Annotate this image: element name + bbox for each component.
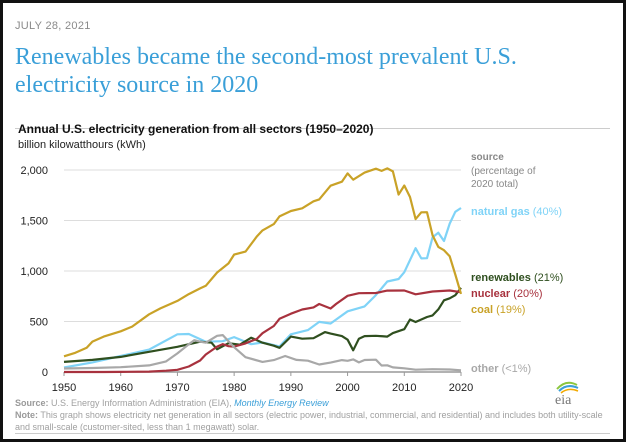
legend-name: coal	[471, 304, 496, 316]
x-tick-label: 1960	[108, 382, 132, 394]
legend-entry-nuclear: nuclear (20%)	[471, 288, 543, 300]
legend-name: nuclear	[471, 288, 513, 300]
legend-share: (20%)	[513, 288, 542, 300]
chart-units: billion kilowatthours (kWh)	[18, 139, 146, 151]
chart-title: Annual U.S. electricity generation from …	[18, 122, 374, 136]
eia-logo: eia	[551, 377, 581, 410]
svg-text:eia: eia	[555, 393, 572, 405]
legend-entry-other: other (<1%)	[471, 363, 531, 375]
series-line-coal	[63, 167, 463, 358]
y-tick-label: 1,500	[20, 216, 48, 228]
x-tick-label: 1980	[222, 382, 246, 394]
legend-entry-coal: coal (19%)	[471, 304, 525, 316]
bottom-divider	[15, 433, 610, 434]
x-tick-label: 2010	[392, 382, 416, 394]
divider	[15, 128, 610, 129]
legend-entry-natural-gas: natural gas (40%)	[471, 206, 562, 218]
article-headline: Renewables became the second-most preval…	[15, 44, 517, 98]
x-tick-label: 1970	[165, 382, 189, 394]
legend-name: renewables	[471, 272, 534, 284]
note-text: This graph shows electricity net generat…	[15, 410, 603, 432]
series-line-nuclear	[64, 289, 462, 374]
article-date: JULY 28, 2021	[15, 20, 91, 32]
x-tick-label: 2020	[449, 382, 473, 394]
x-tick-label: 1950	[52, 382, 76, 394]
note-label: Note:	[15, 410, 38, 420]
legend-subtitle-line1: (percentage of	[471, 166, 536, 177]
y-tick-label: 500	[30, 317, 48, 329]
series-line-other	[63, 334, 462, 372]
legend-entry-renewables: renewables (21%)	[471, 272, 563, 284]
legend-share: (21%)	[534, 272, 563, 284]
series-line-renewables	[63, 287, 462, 363]
y-tick-label: 0	[42, 367, 48, 379]
source-label: Source:	[15, 398, 49, 408]
legend-share: (<1%)	[502, 363, 532, 375]
legend-share: (40%)	[533, 206, 562, 218]
source-note: Source: U.S. Energy Information Administ…	[15, 397, 605, 433]
legend-title: source	[471, 152, 504, 163]
source-link[interactable]: Monthly Energy Review	[234, 398, 329, 408]
x-tick-label: 1990	[279, 382, 303, 394]
x-tick-label: 2000	[335, 382, 359, 394]
y-tick-label: 2,000	[20, 165, 48, 177]
eia-logo-icon: eia	[555, 381, 579, 408]
y-tick-label: 1,000	[20, 266, 48, 278]
source-text: U.S. Energy Information Administration (…	[51, 398, 232, 408]
legend-subtitle-line2: 2020 total)	[471, 179, 518, 190]
legend-name: natural gas	[471, 206, 533, 218]
legend-name: other	[471, 363, 502, 375]
legend-share: (19%)	[496, 304, 525, 316]
